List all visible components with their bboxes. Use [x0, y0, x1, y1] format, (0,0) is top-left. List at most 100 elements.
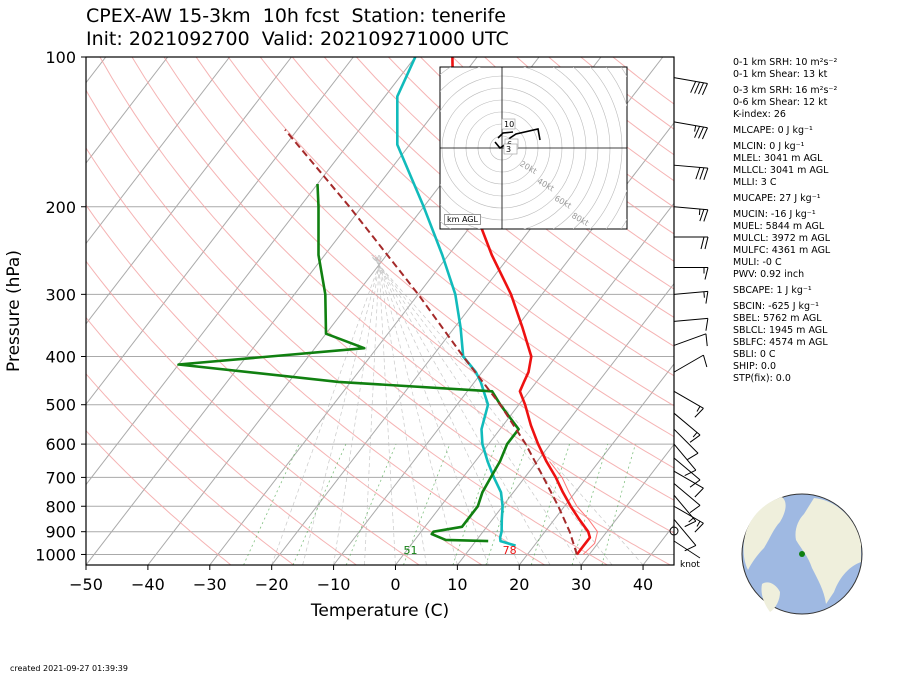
moist-adiabat — [373, 254, 520, 565]
wind-barb — [673, 354, 704, 373]
x-tick-label: −10 — [317, 575, 351, 594]
hodograph-height-box — [503, 143, 518, 155]
series-line-1 — [549, 461, 598, 555]
moist-adiabat — [378, 254, 396, 565]
wind-barb-flag — [694, 522, 704, 533]
wind-barb — [673, 519, 697, 546]
hodograph-height-box — [501, 118, 516, 130]
parameter-item: 0-1 km SRH: 10 m²s⁻² — [733, 57, 838, 68]
series-lines — [177, 57, 598, 556]
wind-barb — [673, 443, 697, 471]
x-tick-label: 20 — [509, 575, 529, 594]
isotherm — [86, 57, 416, 486]
dry-adiabat — [86, 147, 545, 565]
surface-barb — [673, 540, 701, 559]
globe-land-americas — [743, 497, 786, 570]
wind-barb-flag — [703, 209, 709, 222]
wind-barb-flag — [694, 487, 704, 498]
parameter-item: MULI: -0 C — [733, 257, 782, 268]
y-tick-label: 500 — [45, 396, 76, 415]
wind-barb — [673, 457, 701, 481]
x-tick-label: 30 — [571, 575, 591, 594]
isotherm — [395, 202, 674, 565]
parameter-item: MLCAPE: 0 J kg⁻¹ — [733, 125, 813, 136]
wind-barb-flag — [701, 83, 708, 95]
isotherm — [86, 57, 354, 406]
moist-adiabat — [377, 254, 427, 565]
moist-adiabat — [333, 254, 381, 565]
y-tick-label: 100 — [45, 48, 76, 67]
y-tick-label: 800 — [45, 497, 76, 516]
wind-barb — [673, 483, 701, 506]
calm-wind-circle — [669, 526, 679, 536]
parameter-item: 0-6 km Shear: 12 kt — [733, 97, 828, 108]
parameter-item: SBEL: 5762 m AGL — [733, 313, 822, 324]
wind-barb-flag — [694, 407, 704, 418]
wind-barb-flag — [703, 167, 709, 181]
parameter-item: MUCAPE: 27 J kg⁻¹ — [733, 193, 821, 204]
wind-barb — [673, 317, 708, 322]
y-tick-label: 700 — [45, 468, 76, 487]
parameter-item: K-index: 26 — [733, 109, 786, 120]
isotherm — [86, 57, 478, 565]
wind-barb — [673, 164, 708, 169]
mixing-ratio-line — [345, 443, 397, 565]
wind-barb-flag — [704, 267, 709, 280]
surface-label: 78 — [503, 544, 517, 557]
surface-label: 51 — [404, 544, 418, 557]
parameter-item: STP(fix): 0.0 — [733, 373, 791, 384]
dry-adiabat — [195, 57, 674, 469]
x-axis-label: Temperature (C) — [310, 601, 449, 621]
mixing-ratio-line — [485, 443, 528, 565]
wind-barb-half — [694, 125, 697, 132]
wind-barb — [673, 206, 708, 211]
wind-barb-flag — [699, 209, 705, 222]
dry-adiabat — [323, 57, 674, 347]
dry-adiabat — [86, 204, 483, 565]
wind-barb-flag — [699, 167, 705, 180]
moist-adiabat — [370, 254, 613, 565]
wind-barb — [673, 77, 708, 84]
parameter-list: 0-1 km SRH: 10 m²s⁻² 0-1 km Shear: 13 kt 0… — [733, 57, 837, 385]
wind-barb — [673, 121, 708, 129]
hodograph-height-label: 10 — [501, 118, 516, 130]
wind-barb-flag — [701, 127, 708, 140]
chart-title-line1: CPEX-AW 15-3km 10h fcst Station: tenerif… — [86, 5, 506, 27]
parameter-item: MLLI: 3 C — [733, 177, 777, 188]
dry-adiabat — [291, 57, 674, 377]
wind-barb — [673, 428, 699, 454]
parameter-item: MUCIN: -16 J kg⁻¹ — [733, 209, 816, 220]
mixing-ratio-line — [571, 443, 609, 565]
wind-barb — [673, 290, 708, 295]
wind-barb-half — [696, 521, 701, 527]
x-tick-label: −20 — [255, 575, 289, 594]
moist-adiabat — [375, 254, 458, 565]
wind-barb-flag — [695, 167, 701, 180]
hodograph-height-label: 3 — [503, 143, 518, 155]
x-tick-label: −40 — [131, 575, 165, 594]
y-axis-label: Pressure (hPa) — [4, 250, 24, 372]
mixing-ratio-line — [530, 443, 570, 565]
wind-barb-flag — [684, 544, 697, 552]
wind-barb-flag — [705, 291, 709, 304]
hodograph-height-text: 10 — [504, 120, 514, 129]
isotherm — [518, 363, 674, 565]
moist-adiabat — [371, 254, 582, 565]
wind-barb-flag — [689, 434, 701, 443]
series-line-2 — [395, 57, 516, 547]
hodograph-trace — [494, 128, 541, 150]
wind-barb-half — [692, 432, 698, 438]
wind-barb-flag — [694, 81, 701, 94]
knot-label: knot — [680, 560, 700, 570]
parameter-item: SBLFC: 4574 m AGL — [733, 337, 828, 348]
parameter-item: MUEL: 5844 m AGL — [733, 221, 825, 232]
x-tick-label: 40 — [633, 575, 653, 594]
dry-adiabat — [86, 373, 295, 565]
parameter-item: MULCL: 3972 m AGL — [733, 233, 831, 244]
wind-barb-flag — [704, 236, 709, 250]
y-tick-label: 200 — [45, 198, 76, 217]
dry-adiabat — [388, 57, 674, 290]
parameter-item: 0-3 km SRH: 16 m²s⁻² — [733, 85, 838, 96]
mixing-ratio-line — [403, 443, 451, 565]
dry-adiabat — [163, 57, 674, 501]
